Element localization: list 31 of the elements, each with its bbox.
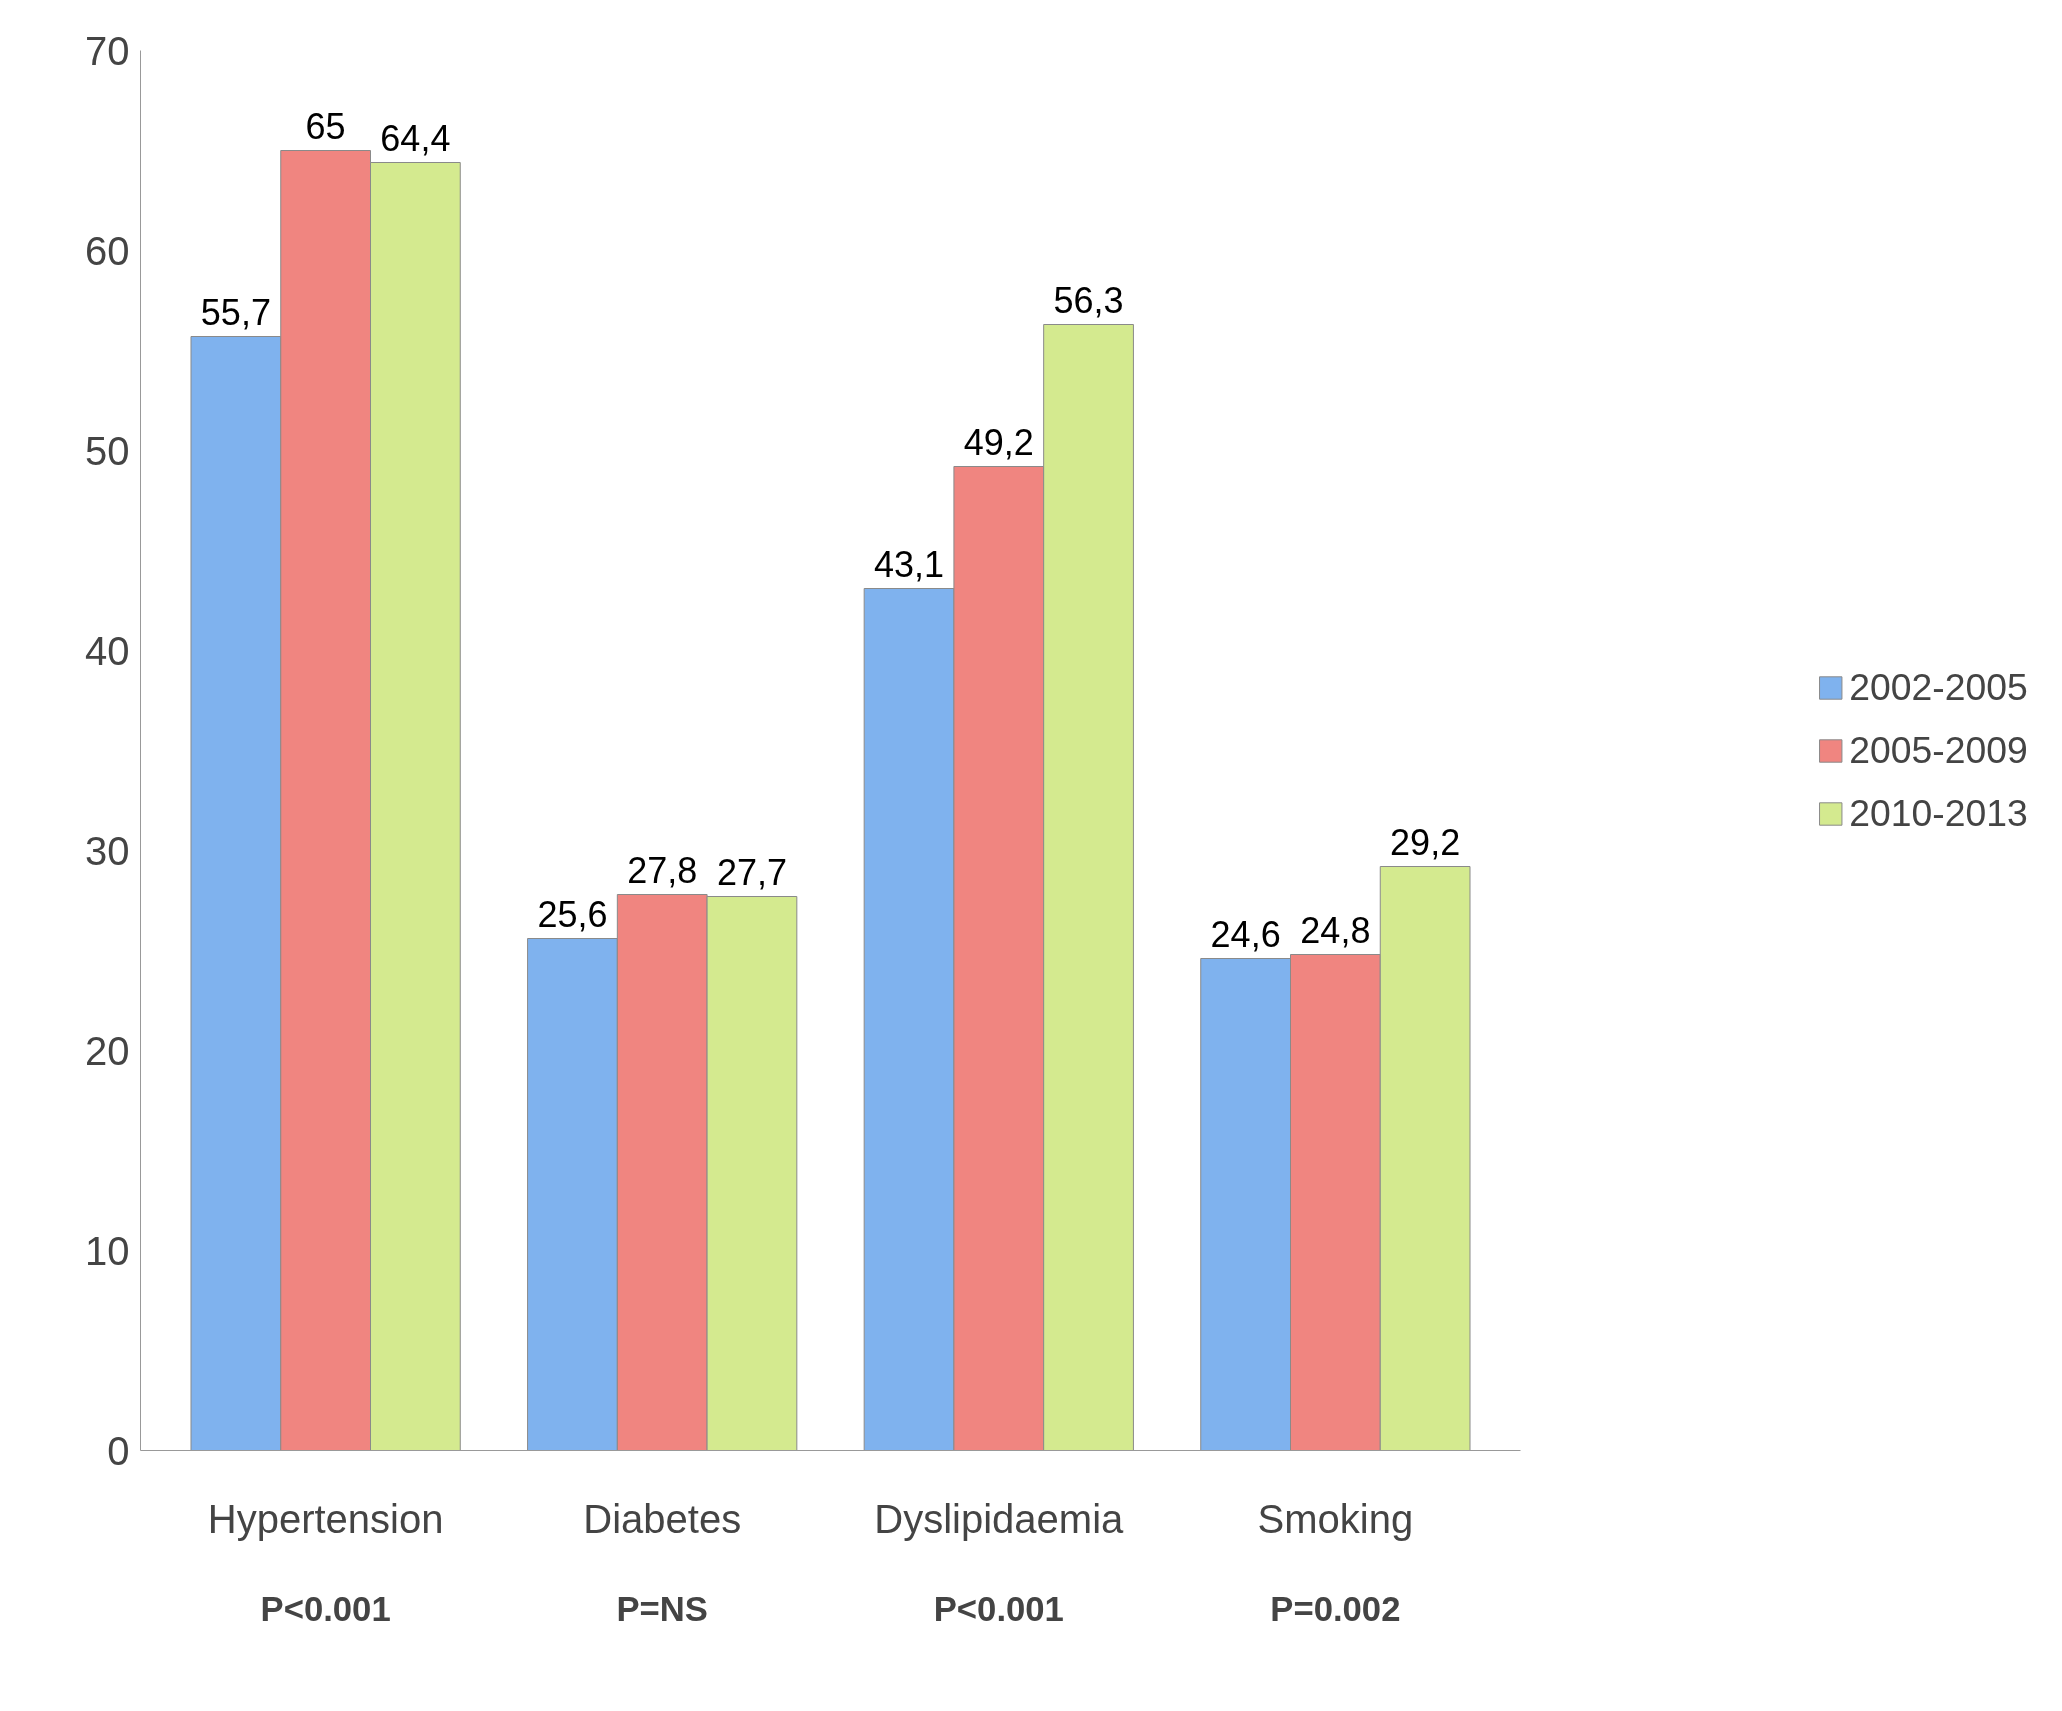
y-tick-label: 0 xyxy=(107,1428,130,1473)
y-tick-label: 60 xyxy=(85,228,130,273)
text: 24,6 xyxy=(1210,913,1281,955)
x-tick-label: Hypertension xyxy=(207,1496,444,1541)
text: 55,7 xyxy=(200,291,271,333)
x-tick-label: Smoking xyxy=(1257,1496,1414,1541)
text: 65 xyxy=(305,105,346,147)
x-tick-label: Diabetes xyxy=(583,1496,742,1541)
text: P<0.001 xyxy=(933,1589,1064,1628)
y-tick-label: 20 xyxy=(85,1028,130,1073)
text: P=0.002 xyxy=(1270,1589,1401,1628)
y-tick-label: 10 xyxy=(85,1228,130,1273)
x-tick-label: Dyslipidaemia xyxy=(874,1496,1125,1541)
legend-label: 2010-2013 xyxy=(1849,791,2028,835)
text: 43,1 xyxy=(874,543,945,585)
text: 24,8 xyxy=(1300,909,1371,951)
y-tick-label: 40 xyxy=(85,628,130,673)
y-tick-label: 70 xyxy=(85,28,130,73)
text: 29,2 xyxy=(1390,821,1461,863)
legend-label: 2002-2005 xyxy=(1849,665,2028,709)
text: P=NS xyxy=(616,1589,708,1628)
text: 49,2 xyxy=(963,421,1034,463)
y-tick-label: 30 xyxy=(85,828,130,873)
text: 56,3 xyxy=(1053,279,1124,321)
legend-label: 2005-2009 xyxy=(1849,728,2028,772)
text: P<0.001 xyxy=(260,1589,391,1628)
text: 64,4 xyxy=(380,117,451,159)
text: 27,8 xyxy=(627,849,698,891)
text: 27,7 xyxy=(716,851,788,893)
text: 25,6 xyxy=(537,893,608,935)
y-tick-label: 50 xyxy=(85,428,130,473)
